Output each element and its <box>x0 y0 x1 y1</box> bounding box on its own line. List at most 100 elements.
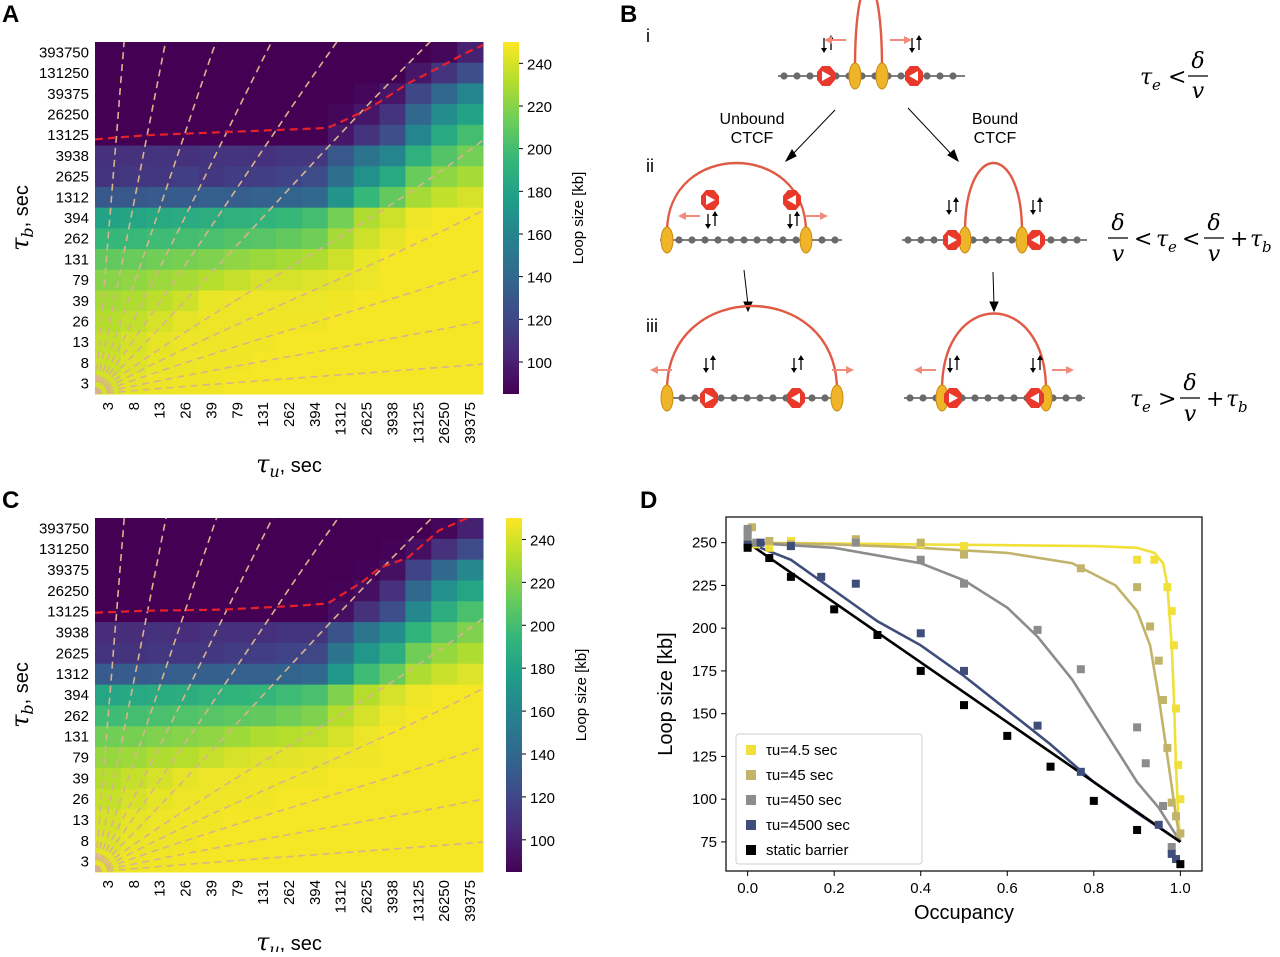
heatmap-cell <box>431 249 458 271</box>
legend-label: τu=4.5 sec <box>766 742 838 759</box>
heatmap-cell <box>431 851 458 873</box>
heatmap-cell <box>457 352 484 374</box>
heatmap-cell <box>301 373 329 395</box>
data-point <box>960 550 968 559</box>
heatmap-cell <box>95 207 122 229</box>
heatmap-cell <box>301 601 329 623</box>
eq2-lt1: < <box>1134 227 1152 252</box>
boundary-curve <box>95 518 468 614</box>
guide-ray <box>95 617 483 872</box>
heatmap-cell <box>457 747 484 769</box>
heatmap-cell <box>146 601 174 623</box>
x-axis-label: τu, sec <box>256 450 322 481</box>
heatmap-cell <box>327 601 355 623</box>
heatmap-cell <box>172 166 199 188</box>
heatmap-cell <box>120 622 148 644</box>
heatmap-cell <box>327 747 355 769</box>
guide-ray <box>95 798 483 872</box>
ctcf-orientation-arrow <box>949 393 958 403</box>
heatmap-cell <box>276 228 303 250</box>
x-tick-label: 3938 <box>384 880 401 913</box>
heatmap-cell <box>431 124 458 147</box>
ctcf-orientation-arrow <box>909 71 918 81</box>
heatmap-cell <box>120 642 148 665</box>
legend-swatch <box>746 745 756 755</box>
heatmap-cell <box>301 228 329 250</box>
legend-box <box>735 733 923 865</box>
heatmap-cell <box>198 809 225 831</box>
data-point <box>765 554 774 563</box>
heatmap-cell <box>276 373 303 395</box>
exchange-arrow-head <box>916 35 922 40</box>
heatmap-cell <box>146 352 174 374</box>
heatmap-cell <box>431 352 458 374</box>
legend-swatch <box>746 845 756 855</box>
y-tick-label: 39 <box>72 293 89 310</box>
heatmap-cell <box>198 601 225 623</box>
heatmap-cell <box>276 663 303 686</box>
heatmap-cell <box>327 290 355 312</box>
fit-line <box>747 541 1182 843</box>
heatmap-cell <box>353 580 381 602</box>
fit-line <box>746 541 1182 843</box>
heatmap-cell <box>95 580 122 602</box>
data-point <box>1150 555 1159 564</box>
heatmap-cell <box>146 559 174 581</box>
heatmap-cell <box>327 518 355 540</box>
heatmap-cell <box>276 352 303 374</box>
data-point <box>1172 855 1181 864</box>
heatmap-cell <box>224 830 251 852</box>
nucleosome <box>691 394 699 402</box>
data-point <box>916 629 925 638</box>
heatmap-cell <box>120 538 148 561</box>
guide-ray <box>95 687 483 872</box>
heatmap-cell <box>457 851 484 873</box>
ctcf-orientation-arrow <box>791 393 800 403</box>
heatmap-cell <box>224 207 251 229</box>
y-tick-label: 1312 <box>56 189 89 206</box>
heatmap-cell <box>431 83 458 105</box>
heatmap-cell <box>198 767 225 790</box>
heatmap-cell <box>379 622 406 644</box>
heatmap-cell <box>224 104 251 126</box>
heatmap-cell <box>327 726 355 748</box>
heatmap-cell <box>431 290 458 312</box>
heatmap-cell <box>379 559 406 581</box>
heatmap-cell <box>405 352 432 374</box>
colorbar-label: Loop size [kb] <box>570 172 587 265</box>
heatmap-cell <box>120 62 148 84</box>
heatmap-cell <box>120 518 148 540</box>
x-tick-label: 3938 <box>384 402 401 435</box>
heatmap-cell <box>146 249 174 271</box>
heatmap-cell <box>379 311 406 333</box>
heatmap-cell <box>405 249 432 271</box>
heatmap-cell <box>172 83 199 105</box>
heatmap-cell <box>327 249 355 271</box>
eq1-tau: τ <box>1140 65 1153 90</box>
x-tick-label: 0.4 <box>910 880 931 897</box>
heatmap-cell <box>457 186 484 209</box>
data-point <box>873 631 882 639</box>
ctcf-orientation-arrow <box>1030 393 1039 403</box>
nucleosome <box>743 394 751 402</box>
heatmap-cell <box>276 726 303 748</box>
data-point <box>960 666 968 675</box>
heatmap-cell <box>224 747 251 769</box>
eq3-plus: + <box>1206 387 1224 412</box>
guide-ray <box>95 841 483 872</box>
heatmap-cell <box>198 726 225 748</box>
heatmap-cell <box>301 269 329 291</box>
y-tick-label: 13 <box>72 334 89 351</box>
heatmap-cell <box>353 42 381 64</box>
boundary-curve <box>95 44 483 141</box>
y-tick-label: 39375 <box>47 86 89 103</box>
x-tick-label: 26 <box>178 402 195 419</box>
data-point <box>765 536 774 545</box>
extrusion-arrow-head <box>914 366 922 374</box>
heatmap-cell <box>431 642 458 665</box>
guide-ray <box>95 42 338 394</box>
heatmap-cell <box>95 62 122 84</box>
heatmap-cell <box>250 269 277 291</box>
heatmap-cell <box>327 851 355 873</box>
nucleosome <box>923 72 931 80</box>
